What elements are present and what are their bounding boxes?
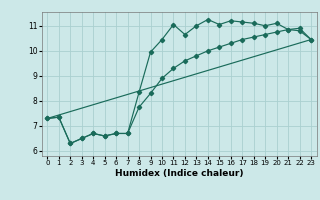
X-axis label: Humidex (Indice chaleur): Humidex (Indice chaleur) [115, 169, 244, 178]
